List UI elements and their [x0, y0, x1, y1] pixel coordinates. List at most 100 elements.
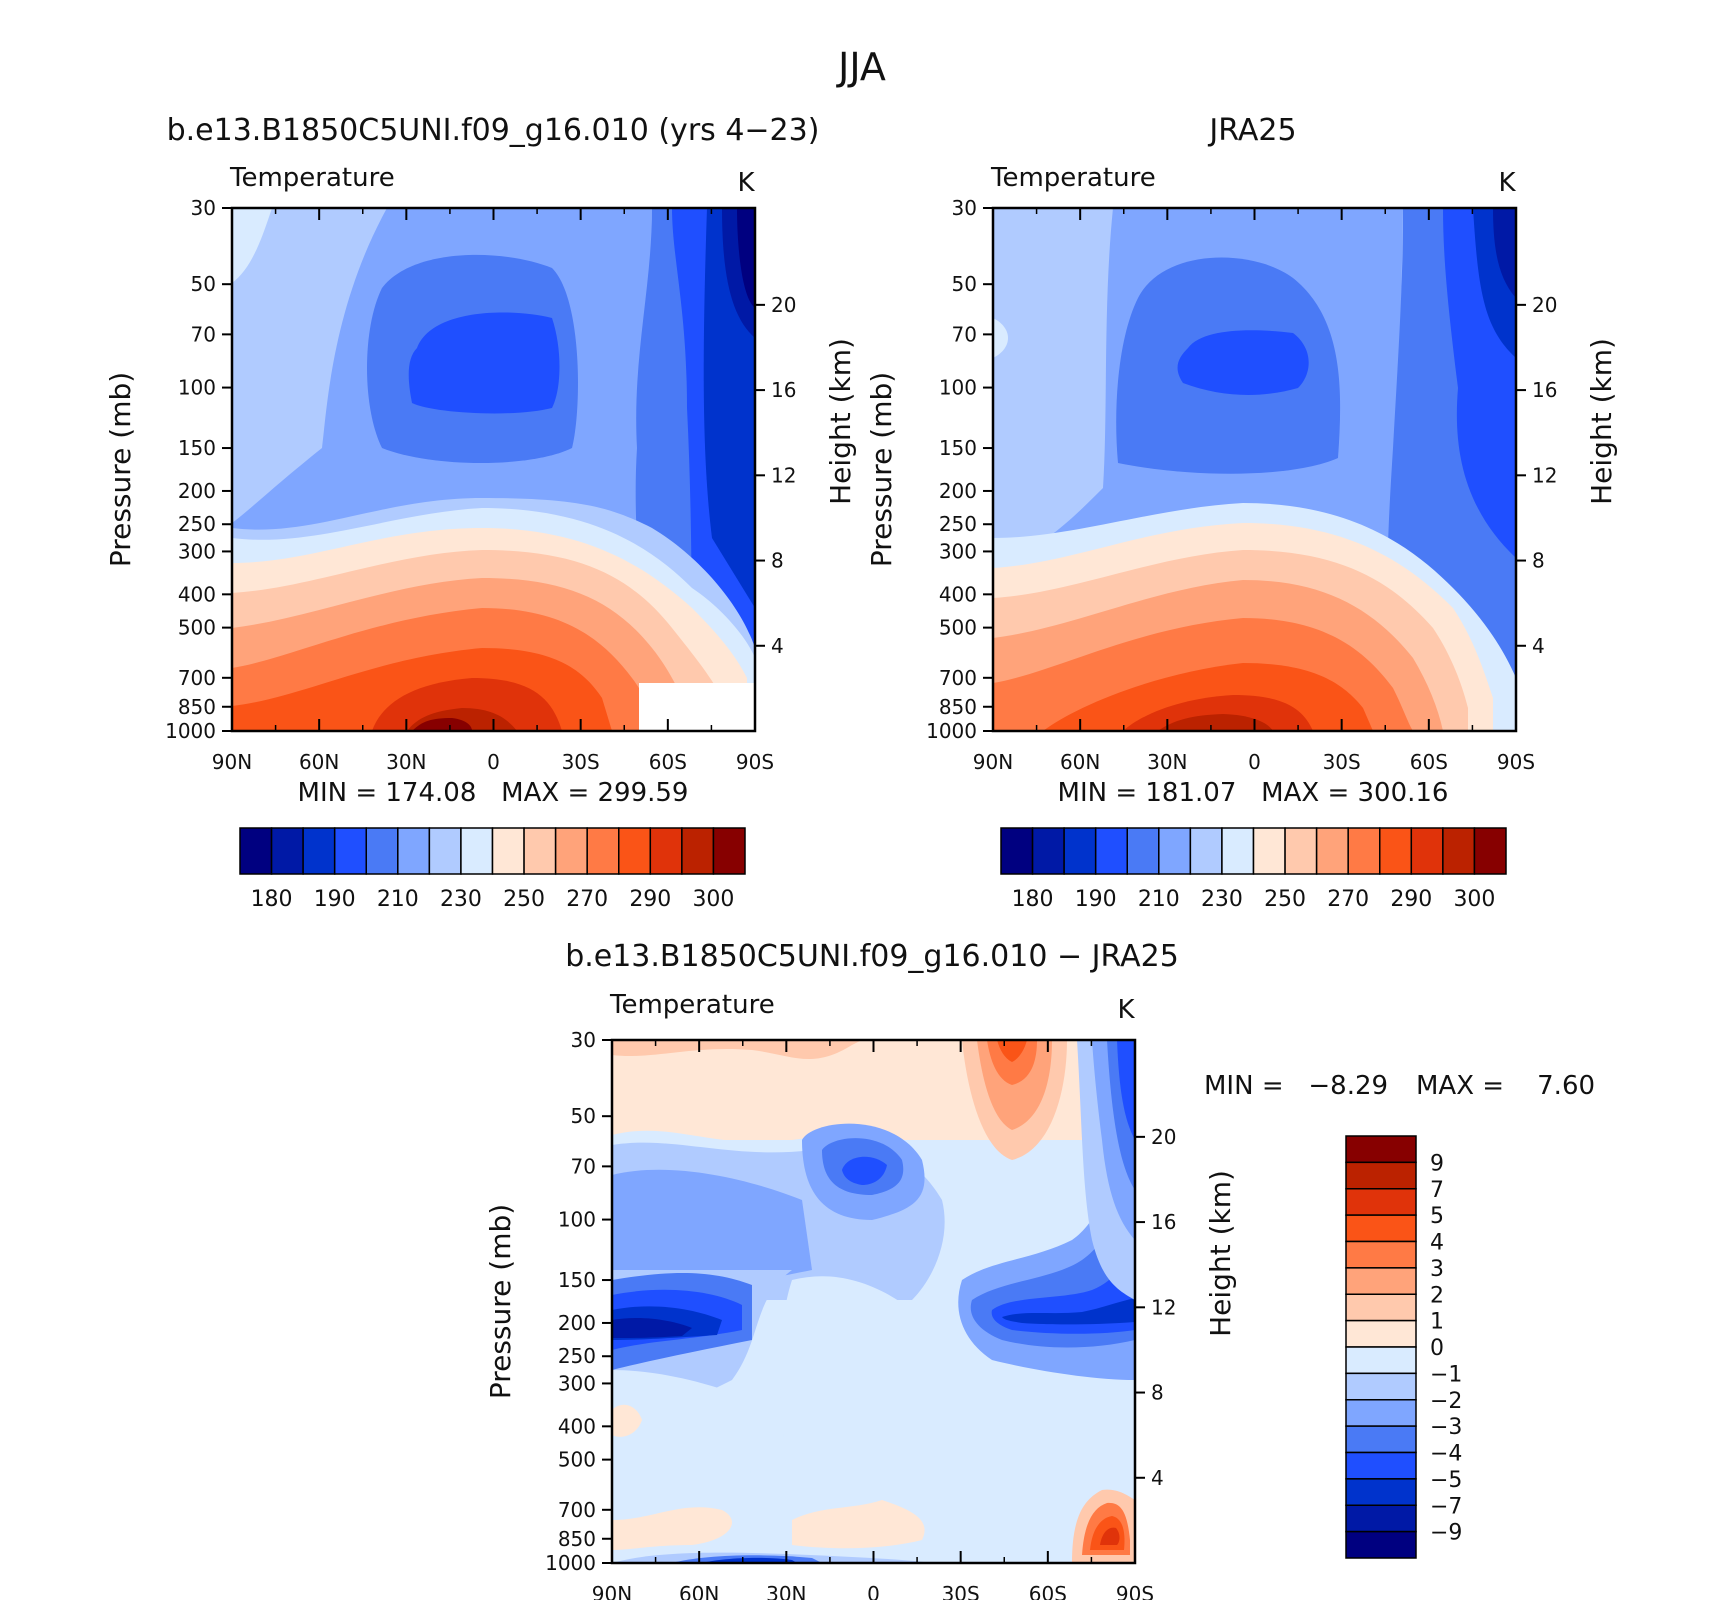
- y-tick-label: 200: [178, 479, 216, 503]
- colorbar-label: −3: [1430, 1415, 1462, 1440]
- y-tick-label: 70: [952, 322, 977, 346]
- colorbar-swatch: [1345, 1293, 1417, 1322]
- height-tick-label: 12: [1151, 1295, 1176, 1319]
- x-tick-label: 30N: [386, 750, 426, 774]
- min-stat: MIN = −8.29: [1204, 1071, 1388, 1101]
- x-tick-label: 0: [487, 750, 500, 774]
- plot-area: 3050701001502002503004005007008501000481…: [484, 1028, 1237, 1600]
- contour-band: [792, 1500, 925, 1549]
- contour-band: [408, 312, 560, 414]
- colorbar-label: −9: [1430, 1521, 1462, 1546]
- contour-band: [842, 1156, 887, 1185]
- height-tick-label: 4: [1532, 634, 1545, 658]
- panel-title: b.e13.B1850C5UNI.f09_g16.010 − JRA25: [565, 939, 1179, 974]
- y-tick-label: 850: [178, 695, 216, 719]
- contour-band: [412, 718, 472, 731]
- colorbar-label: 250: [1264, 887, 1306, 912]
- colorbar-swatch: [1345, 1319, 1417, 1348]
- colorbar-label: 230: [1201, 887, 1243, 912]
- min-max-stats: MIN = 174.08 MAX = 299.59: [298, 778, 689, 808]
- figure-title: JJA: [836, 45, 886, 89]
- height-tick-label: 20: [1151, 1125, 1176, 1149]
- y-tick-label: 30: [571, 1028, 596, 1052]
- colorbar-swatch: [1063, 827, 1097, 875]
- colorbar-label: 3: [1430, 1257, 1444, 1282]
- height-tick-label: 4: [771, 634, 784, 658]
- contour-band: [1158, 714, 1273, 731]
- colorbar-swatch: [1031, 827, 1065, 875]
- y-axis-right-label: Height (km): [824, 338, 857, 505]
- reanalysis-panel: JRA25 Temperature K: [865, 113, 1618, 774]
- colorbar-swatch: [365, 827, 399, 875]
- y-axis-label: Pressure (mb): [484, 1204, 517, 1399]
- colorbar-swatch: [1345, 1214, 1417, 1243]
- contour-band: [612, 1169, 812, 1300]
- colorbar-swatch: [1345, 1530, 1417, 1559]
- colorbar-swatch: [333, 827, 367, 875]
- colorbar-swatch: [1345, 1478, 1417, 1506]
- contour-band: [987, 1040, 1037, 1085]
- contour-band: [993, 318, 1008, 358]
- colorbar-swatch: [1315, 827, 1349, 875]
- y-tick-label: 100: [558, 1208, 596, 1232]
- y-axis-right-label: Height (km): [1204, 1170, 1237, 1337]
- plot-area: 3050701001502002503004005007008501000481…: [104, 196, 857, 774]
- colorbar-label: −5: [1430, 1468, 1462, 1493]
- y-tick-label: 70: [571, 1154, 596, 1178]
- x-tick-label: 30S: [942, 1582, 980, 1600]
- height-tick-label: 8: [1151, 1381, 1164, 1405]
- model-panel: b.e13.B1850C5UNI.f09_g16.010 (yrs 4−23) …: [104, 113, 857, 774]
- colorbar-label: 180: [251, 887, 293, 912]
- y-tick-label: 150: [558, 1268, 596, 1292]
- units-label: K: [1498, 168, 1516, 198]
- x-tick-label: 90S: [1116, 1582, 1154, 1600]
- height-tick-label: 16: [771, 378, 796, 402]
- y-tick-label: 30: [952, 196, 977, 220]
- x-tick-label: 30N: [766, 1582, 806, 1600]
- colorbar-swatch: [1284, 827, 1318, 875]
- y-tick-label: 200: [939, 479, 977, 503]
- colorbar-swatch: [1442, 827, 1476, 875]
- height-tick-label: 8: [1532, 549, 1545, 573]
- y-tick-label: 700: [178, 666, 216, 690]
- colorbar-swatch: [1345, 1372, 1417, 1401]
- contour-field: [232, 208, 755, 731]
- colorbar-swatch: [1345, 1135, 1417, 1164]
- y-tick-label: 1000: [926, 719, 977, 743]
- colorbar-swatch: [1345, 1240, 1417, 1269]
- y-tick-label: 700: [558, 1498, 596, 1522]
- y-tick-label: 300: [558, 1371, 596, 1395]
- max-stat: MAX = 7.60: [1416, 1071, 1595, 1101]
- colorbar-swatch: [554, 827, 588, 875]
- x-tick-label: 90N: [212, 750, 252, 774]
- contour-field: [612, 1040, 1135, 1563]
- colorbar-swatch: [460, 827, 494, 875]
- height-tick-label: 12: [771, 463, 796, 487]
- colorbar-swatch: [1473, 827, 1507, 875]
- x-tick-label: 90S: [1497, 750, 1535, 774]
- y-tick-label: 500: [178, 616, 216, 640]
- colorbar: 180 190 210 230 250 270 290 300: [1000, 827, 1507, 912]
- colorbar-swatch: [1345, 1346, 1417, 1375]
- colorbar-label: 2: [1430, 1283, 1444, 1308]
- x-tick-label: 90S: [736, 750, 774, 774]
- colorbar-swatch: [1379, 827, 1413, 875]
- colorbar-swatch: [1410, 827, 1444, 875]
- y-tick-label: 30: [191, 196, 216, 220]
- height-tick-label: 4: [1151, 1466, 1164, 1490]
- y-tick-label: 850: [939, 695, 977, 719]
- y-tick-label: 200: [558, 1311, 596, 1335]
- colorbar-swatch: [1158, 827, 1192, 875]
- x-tick-label: 90N: [592, 1582, 632, 1600]
- y-tick-label: 300: [178, 539, 216, 563]
- colorbar-swatch: [649, 827, 683, 875]
- panel-title: b.e13.B1850C5UNI.f09_g16.010 (yrs 4−23): [167, 113, 820, 148]
- x-tick-label: 30S: [562, 750, 600, 774]
- colorbar-swatch: [618, 827, 652, 875]
- panel-title: JRA25: [1207, 113, 1296, 148]
- contour-band: [232, 208, 272, 283]
- colorbar-swatch: [270, 827, 304, 875]
- height-tick-label: 8: [771, 549, 784, 573]
- y-tick-label: 700: [939, 666, 977, 690]
